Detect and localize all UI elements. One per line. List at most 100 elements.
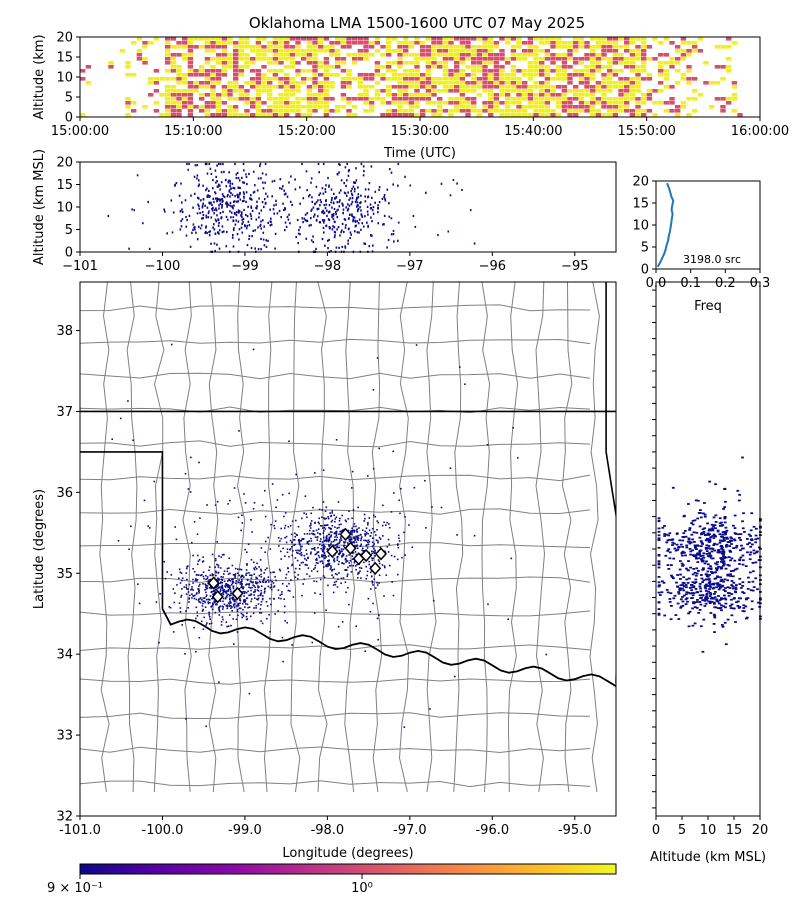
histogram-x-ticks: 0.0 0.1 0.2 0.3 <box>646 269 770 291</box>
plan-view-source <box>219 605 222 608</box>
plan-view-source <box>208 598 210 601</box>
time-height-bin <box>306 101 313 105</box>
time-height-bin <box>199 37 205 41</box>
alt-lat-source <box>677 618 681 620</box>
time-height-bin <box>437 109 443 113</box>
plan-view-source <box>269 586 272 589</box>
time-height-bin <box>136 49 143 53</box>
lon-alt-source <box>172 211 175 214</box>
plan-view-source <box>260 592 262 595</box>
time-height-bin <box>391 97 398 101</box>
time-height-bin <box>663 69 670 73</box>
lon-alt-source <box>193 226 195 229</box>
time-height-bin <box>386 69 392 73</box>
time-height-bin <box>499 57 505 61</box>
alt-lat-source <box>707 567 711 570</box>
plan-view-source <box>234 577 236 579</box>
plan-view-source <box>233 605 235 607</box>
plan-view-source <box>322 469 325 471</box>
plan-view-source <box>222 589 224 592</box>
time-height-bin <box>726 45 732 49</box>
time-height-bin <box>499 113 505 117</box>
alt-lat-source <box>657 581 661 584</box>
time-height-bin <box>221 73 228 77</box>
plan-view-source <box>332 584 335 586</box>
lon-alt-source <box>357 204 359 207</box>
lon-alt-source <box>333 207 336 211</box>
lon-alt-source <box>368 182 371 185</box>
time-height-bin <box>493 109 500 113</box>
time-height-bin <box>635 89 641 93</box>
time-height-bin <box>646 45 653 49</box>
time-height-bin <box>595 97 602 101</box>
plan-view-source <box>303 554 306 557</box>
plan-view-source <box>331 525 334 527</box>
time-height-bin <box>357 85 364 89</box>
time-height-bin <box>278 101 284 105</box>
plan-view-source <box>325 537 327 539</box>
time-height-bin <box>629 37 636 41</box>
time-height-bin <box>544 97 551 101</box>
time-height-bin <box>340 41 347 45</box>
alt-lat-source <box>712 537 716 539</box>
time-height-bin <box>527 113 534 117</box>
lon-alt-source <box>250 205 252 208</box>
time-height-bin <box>278 61 284 65</box>
time-height-bin <box>357 93 364 97</box>
alt-lat-source <box>718 607 722 610</box>
plan-view-source <box>351 555 354 557</box>
time-height-bin <box>595 61 602 65</box>
plan-view-source <box>296 551 298 554</box>
lon-alt-source <box>318 221 321 224</box>
plan-view-source <box>195 593 198 595</box>
time-height-bin <box>454 73 460 77</box>
plan-view-source <box>229 572 231 575</box>
time-height-bin <box>442 37 449 41</box>
lon-alt-source <box>257 226 259 229</box>
plan-view-source <box>228 604 231 606</box>
time-height-bin <box>692 45 698 49</box>
plan-view-source <box>223 570 226 572</box>
plan-view-source <box>353 537 355 540</box>
time-height-bin <box>629 57 636 61</box>
alt-lat-source <box>698 609 702 611</box>
time-height-bin <box>369 101 375 105</box>
time-height-bin <box>590 73 596 77</box>
plan-view-source <box>291 541 293 544</box>
time-height-bin <box>414 61 420 65</box>
time-height-bin <box>590 105 596 109</box>
time-height-bin <box>618 69 624 73</box>
time-height-bin <box>261 109 267 113</box>
plan-view-source <box>351 530 354 532</box>
time-height-bin <box>510 77 517 81</box>
lon-alt-source <box>372 244 374 247</box>
plan-view-source <box>196 579 199 581</box>
time-height-bin <box>488 61 494 65</box>
alt-lat-source <box>713 606 717 609</box>
alt-lat-source <box>657 608 661 610</box>
alt-lat-source <box>693 606 697 608</box>
time-height-bin <box>471 101 477 105</box>
plan-view-source <box>288 582 290 585</box>
colorbar-gradient <box>79 863 617 875</box>
time-height-bin <box>363 45 369 49</box>
plan-view-source <box>225 584 228 587</box>
plan-view-source <box>349 560 352 562</box>
time-height-bin <box>182 81 188 85</box>
time-height-bin <box>289 89 296 93</box>
time-height-bin <box>561 57 568 61</box>
plan-view-source <box>309 525 311 527</box>
time-height-bin <box>340 45 347 49</box>
plan-view-source <box>315 553 318 555</box>
plan-view-source <box>334 526 336 528</box>
time-height-bin <box>527 37 534 41</box>
time-height-bin <box>301 105 307 109</box>
lon-alt-source <box>328 219 331 222</box>
plan-view-source <box>170 343 173 346</box>
plan-view-source <box>314 564 317 567</box>
plan-view-source <box>328 564 330 567</box>
time-height-bin <box>641 69 647 73</box>
lon-alt-source <box>229 210 231 213</box>
plan-view-source <box>364 539 367 542</box>
time-height-bin <box>471 105 477 109</box>
